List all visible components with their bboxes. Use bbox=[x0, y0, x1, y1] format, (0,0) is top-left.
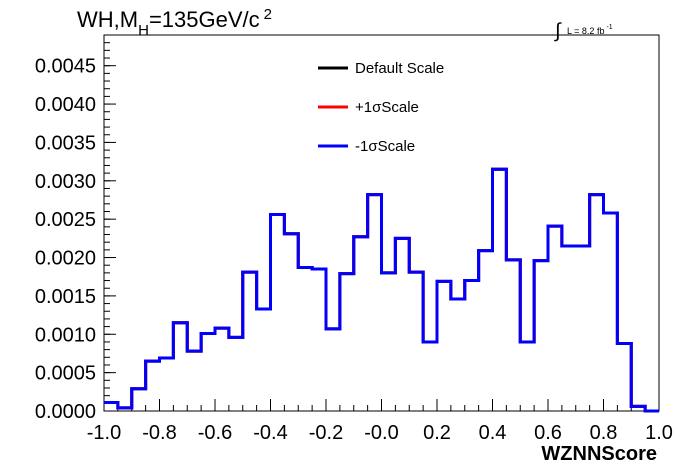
x-tick-label: -0.8 bbox=[142, 422, 176, 444]
x-tick-label: -1.0 bbox=[87, 422, 121, 444]
x-tick-label: -0.0 bbox=[364, 422, 398, 444]
title-superscript: 2 bbox=[264, 6, 272, 23]
title-subscript: H bbox=[138, 22, 149, 39]
x-axis-label: WZNNScore bbox=[541, 443, 657, 465]
title-after: =135GeV/c bbox=[149, 7, 260, 32]
x-tick-label: 0.8 bbox=[590, 422, 618, 444]
x-tick-label: 0.4 bbox=[479, 422, 507, 444]
x-tick-label: -0.4 bbox=[253, 422, 287, 444]
x-tick-label: -0.2 bbox=[309, 422, 343, 444]
y-tick-label: 0.0015 bbox=[35, 286, 96, 308]
x-tick-label: 0.6 bbox=[534, 422, 562, 444]
x-tick-label: 1.0 bbox=[645, 422, 673, 444]
legend-label-0: Default Scale bbox=[355, 60, 444, 77]
legend: Default Scale +1σScale -1σScale bbox=[318, 60, 444, 155]
y-tick-label: 0.0020 bbox=[35, 248, 96, 270]
legend-label-2: -1σScale bbox=[355, 138, 415, 155]
y-tick-label: 0.0010 bbox=[35, 324, 96, 346]
lumi-text: L = 8.2 fb bbox=[567, 26, 604, 36]
y-tick-label: 0.0005 bbox=[35, 363, 96, 385]
y-axis: 0.0000 0.0005 0.0010 0.0015 0.0020 0.0025 0.00… bbox=[35, 34, 116, 423]
x-tick-label: 0.2 bbox=[423, 422, 451, 444]
y-tick-label: 0.0035 bbox=[35, 132, 96, 154]
y-tick-label: 0.0025 bbox=[35, 209, 96, 231]
x-tick-label: -0.6 bbox=[198, 422, 232, 444]
y-tick-label: 0.0030 bbox=[35, 171, 96, 193]
lumi-integral-sign: ∫ bbox=[554, 20, 562, 42]
legend-label-1: +1σScale bbox=[355, 99, 419, 116]
chart-title: WH,MH=135GeV/c 2 bbox=[77, 6, 272, 39]
lumi-superscript: -1 bbox=[606, 24, 612, 31]
lumi-label: L = 8.2 fb -1 bbox=[567, 24, 613, 36]
y-tick-label: 0.0000 bbox=[35, 401, 96, 423]
y-tick-label: 0.0045 bbox=[35, 56, 96, 78]
series-line-2 bbox=[104, 167, 659, 413]
x-axis: -1.0 -0.8 -0.6 -0.4 -0.2 -0.0 0.2 0.4 0.6 0.8 1.0 bbox=[87, 399, 673, 444]
series-layer bbox=[104, 167, 659, 413]
title-main: WH,M bbox=[77, 7, 138, 32]
y-tick-label: 0.0040 bbox=[35, 94, 96, 116]
